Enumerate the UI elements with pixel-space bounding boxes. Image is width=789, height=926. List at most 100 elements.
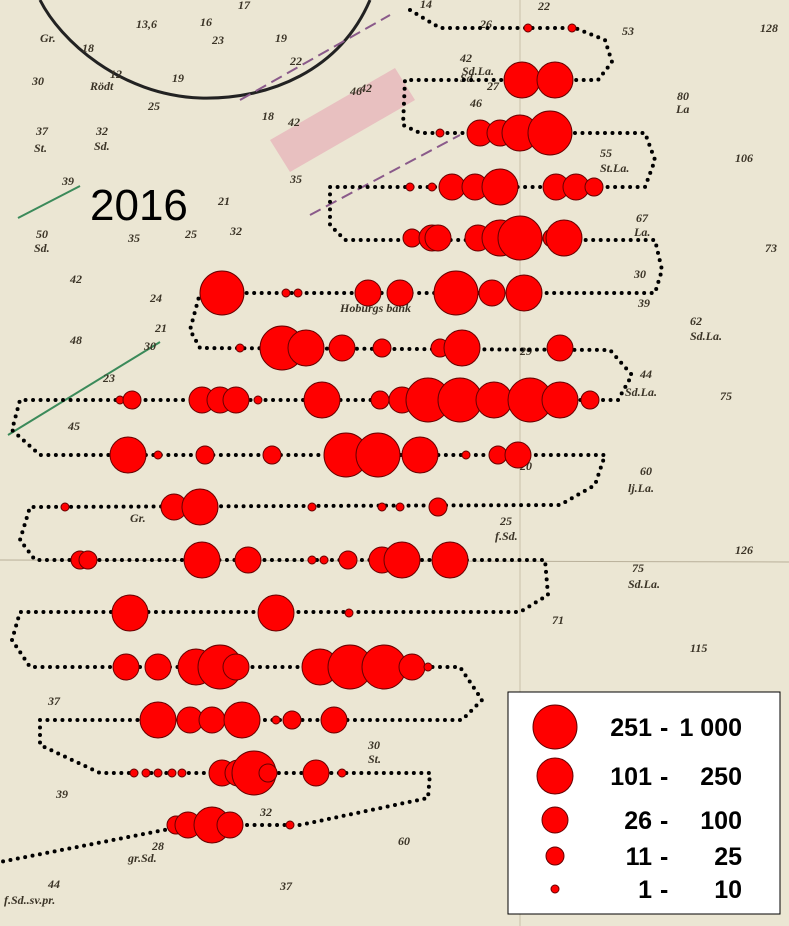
catch-circle xyxy=(141,768,151,778)
catch-circle xyxy=(402,228,422,248)
sounding: 42 xyxy=(359,81,372,95)
sounding: 25 xyxy=(499,514,512,528)
sounding: 30 xyxy=(143,339,156,353)
catch-circle xyxy=(320,706,348,734)
legend-symbol xyxy=(545,846,565,866)
sounding: 37 xyxy=(47,694,61,708)
catch-circle xyxy=(307,555,317,565)
catch-circle xyxy=(488,445,508,465)
legend-dash: - xyxy=(660,807,668,835)
catch-circle xyxy=(111,594,149,632)
catch-circle xyxy=(235,343,245,353)
legend-dash: - xyxy=(660,763,668,791)
catch-circle xyxy=(271,715,281,725)
catch-circle xyxy=(302,759,330,787)
legend-from: 101 xyxy=(610,763,652,791)
sounding: 39 xyxy=(55,787,68,801)
route-line xyxy=(239,14,391,101)
catch-circle xyxy=(344,608,354,618)
legend-symbol xyxy=(536,757,574,795)
catch-circle xyxy=(431,541,469,579)
catch-circle xyxy=(303,381,341,419)
catch-circle xyxy=(183,541,221,579)
sounding: 30 xyxy=(31,74,44,88)
catch-circle xyxy=(195,445,215,465)
catch-circle xyxy=(401,436,439,474)
catch-circle xyxy=(328,334,356,362)
sounding: Sd. xyxy=(34,241,50,255)
catches xyxy=(60,23,604,844)
sounding: Gr. xyxy=(130,511,146,525)
sounding: 48 xyxy=(69,333,82,347)
catch-circle xyxy=(437,377,483,423)
sounding: 18 xyxy=(82,41,94,55)
sounding: 55 xyxy=(600,146,612,160)
catch-circle xyxy=(222,386,250,414)
legend-from: 26 xyxy=(624,807,652,835)
catch-circle xyxy=(258,763,278,783)
legend-to: 25 xyxy=(714,843,742,871)
route-line xyxy=(309,134,461,216)
sounding: 32 xyxy=(259,805,272,819)
survey-track xyxy=(0,8,665,864)
sounding: 23 xyxy=(102,371,115,385)
catch-circle xyxy=(129,768,139,778)
sounding: 73 xyxy=(765,241,777,255)
catch-circle xyxy=(504,441,532,469)
sounding: 67 xyxy=(636,211,649,225)
sounding: Sd.La. xyxy=(690,329,722,343)
catch-circle xyxy=(253,395,263,405)
legend-symbol xyxy=(550,884,560,894)
catch-circle xyxy=(144,653,172,681)
catch-circle xyxy=(443,329,481,367)
catch-circle xyxy=(216,811,244,839)
legend-dash: - xyxy=(660,714,668,742)
sounding: 42 xyxy=(69,272,82,286)
sounding: 30 xyxy=(367,738,380,752)
catch-circle xyxy=(505,274,543,312)
sounding: f.Sd..sv.pr. xyxy=(4,893,55,907)
sounding: 27 xyxy=(486,79,500,93)
catch-circle xyxy=(523,23,533,33)
sounding: 32 xyxy=(229,224,242,238)
catch-circle xyxy=(281,288,291,298)
catch-circle xyxy=(527,110,573,156)
sounding: 37 xyxy=(35,124,49,138)
sounding: 22 xyxy=(289,54,302,68)
catch-circle xyxy=(355,432,401,478)
legend-from: 1 xyxy=(638,876,652,904)
sounding: gr.Sd. xyxy=(127,851,157,865)
catch-circle xyxy=(199,270,245,316)
catch-circle xyxy=(386,279,414,307)
sounding: 32 xyxy=(95,124,108,138)
sounding: 45 xyxy=(67,419,80,433)
catch-circle xyxy=(293,288,303,298)
sounding: 62 xyxy=(690,314,702,328)
restricted-area xyxy=(270,68,415,172)
legend-to: 100 xyxy=(700,807,742,835)
sounding: 39 xyxy=(61,174,74,188)
catch-circle xyxy=(546,334,574,362)
catch-circle xyxy=(307,502,317,512)
sounding: 12 xyxy=(110,67,122,81)
catch-circle xyxy=(497,215,543,261)
sounding: St.La. xyxy=(600,161,629,175)
catch-circle xyxy=(222,653,250,681)
coast-outline xyxy=(38,0,372,100)
catch-circle xyxy=(262,445,282,465)
sounding: 42 xyxy=(459,51,472,65)
catch-circle xyxy=(338,550,358,570)
legend-dash: - xyxy=(660,843,668,871)
sounding: 19 xyxy=(172,71,184,85)
sounding: 18 xyxy=(262,109,274,123)
catch-circle xyxy=(167,768,177,778)
sounding: 29 xyxy=(519,344,532,358)
sounding: 35 xyxy=(127,231,140,245)
catch-circle xyxy=(541,381,579,419)
sounding: La xyxy=(675,102,689,116)
catch-circle xyxy=(433,270,479,316)
sounding: f.Sd. xyxy=(495,529,518,543)
catch-circle xyxy=(545,219,583,257)
